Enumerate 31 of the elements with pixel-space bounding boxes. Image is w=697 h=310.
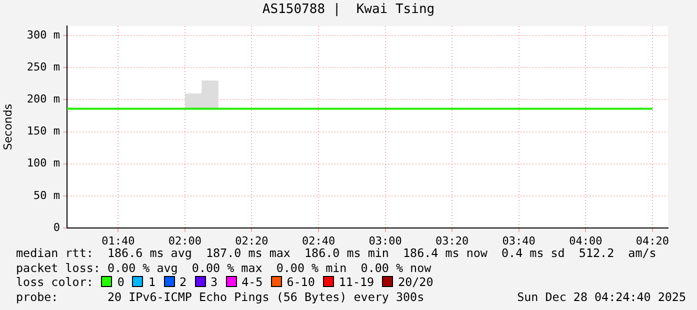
text: 1 [148,275,156,290]
text: Sun Dec 28 04:24:40 2025 [517,290,686,304]
text: packet loss: 0.00 % avg 0.00 % max 0.00 % min 0.00 % now [16,260,432,276]
text: 20/20 [398,275,434,290]
text: 3 [210,275,218,290]
y-tick-label: 300 m [26,28,60,42]
chart-title: AS150788 | Kwai Tsing [261,2,436,17]
y-tick-label: 250 m [26,60,60,74]
x-tick-label: 03:20 [436,234,469,248]
text: 11-19 [338,275,374,290]
y-tick-label: 50 m [34,188,60,202]
text: 0 [117,275,124,290]
y-axis-title: Seconds [1,104,14,150]
x-tick-label: 02:00 [168,234,202,248]
x-tick-label: 02:40 [302,234,336,248]
x-tick-label: 03:00 [368,234,402,248]
y-tick-label: 0 [53,220,60,234]
x-tick-label: 04:20 [636,234,669,248]
x-tick-label: 04:00 [569,234,602,248]
y-tick-label: 150 m [26,124,60,138]
y-tick-label: 200 m [26,92,60,106]
text: median rtt: 186.6 ms avg 187.0 ms max 186.0 ms min 186.4 ms now 0.4 ms sd 512.2 am/s [16,246,658,261]
x-tick-label: 01:40 [102,234,135,248]
text: probe: 20 IPv6-ICMP Echo Pings (56 Bytes) every 300s [16,290,424,304]
text: 2 [180,275,187,290]
text: 4-5 [242,275,263,290]
text: loss color: [16,275,94,290]
y-tick-label: 100 m [26,156,60,170]
text: 6-10 [286,275,315,290]
x-tick-label: 02:20 [235,234,268,248]
x-tick-label: 03:40 [502,234,536,248]
